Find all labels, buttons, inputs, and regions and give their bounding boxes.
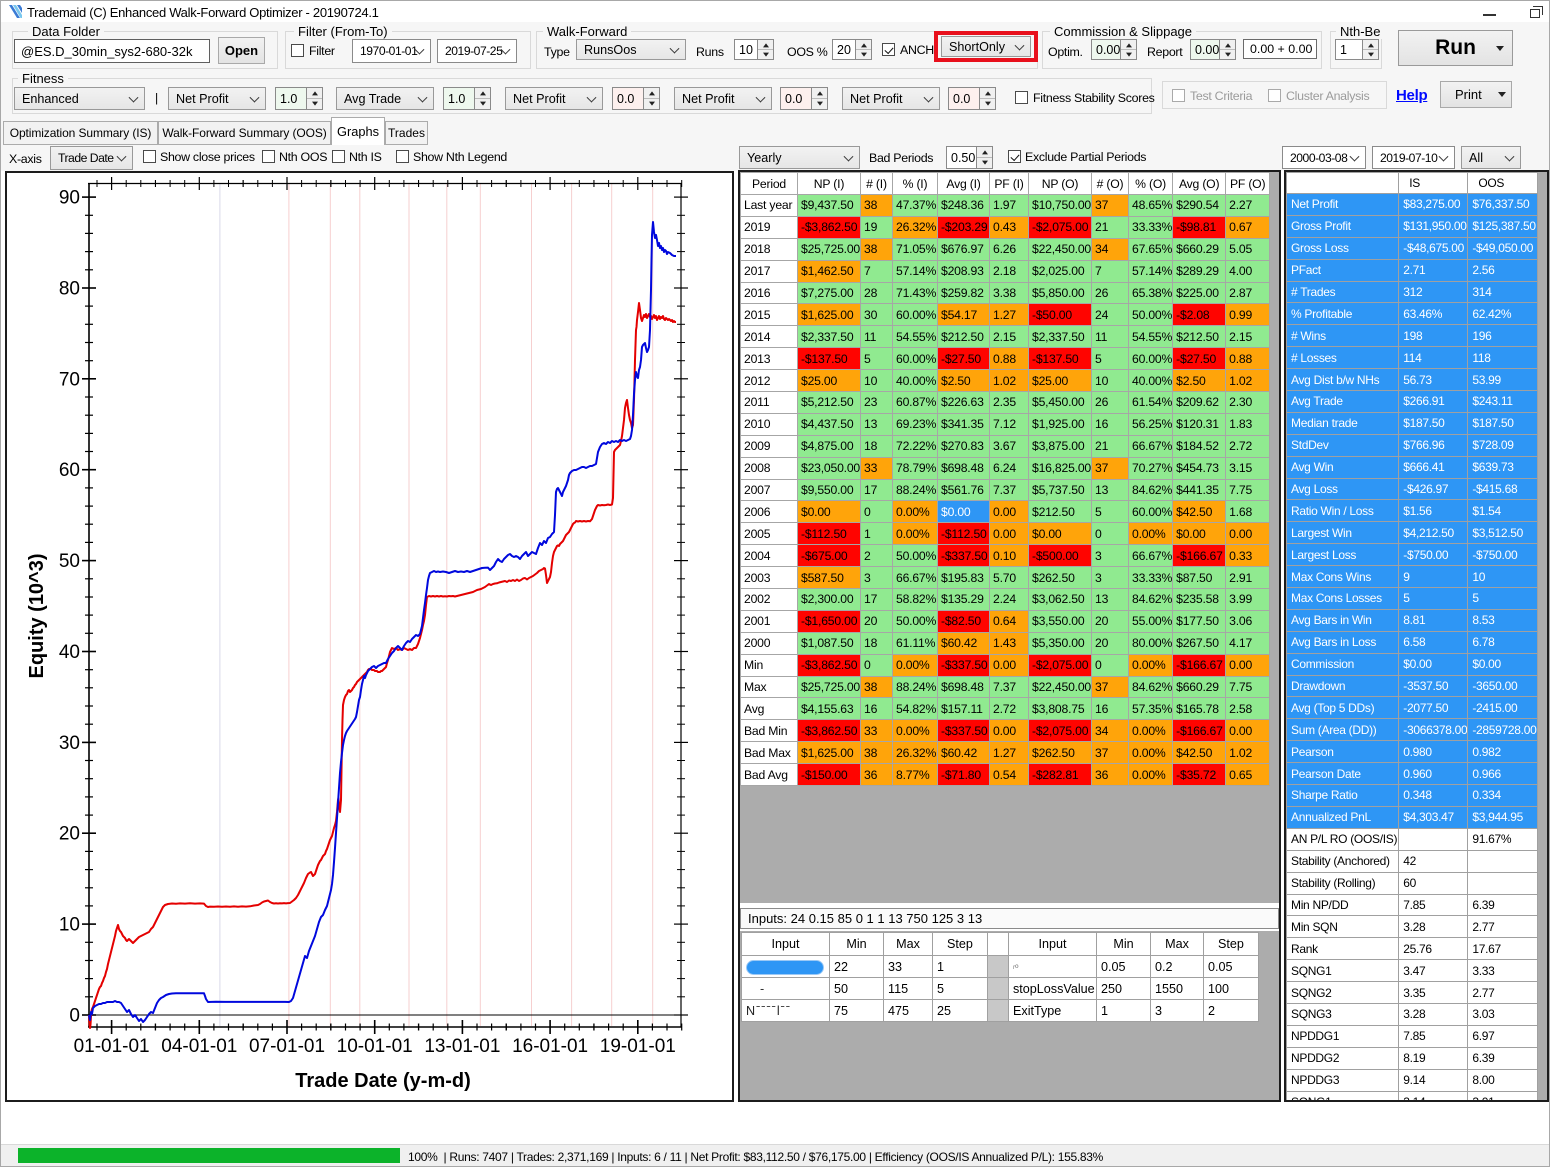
svg-text:80: 80 — [59, 279, 80, 300]
svg-text:60: 60 — [59, 460, 80, 481]
svg-text:70: 70 — [59, 369, 80, 390]
svg-text:16-01-01: 16-01-01 — [512, 1036, 588, 1057]
svg-text:90: 90 — [59, 188, 80, 209]
svg-text:50: 50 — [59, 551, 80, 572]
svg-text:04-01-01: 04-01-01 — [161, 1036, 237, 1057]
svg-text:01-01-01: 01-01-01 — [74, 1036, 150, 1057]
svg-text:30: 30 — [59, 733, 80, 754]
svg-text:10: 10 — [59, 915, 80, 936]
svg-text:13-01-01: 13-01-01 — [424, 1036, 500, 1057]
svg-text:20: 20 — [59, 824, 80, 845]
svg-text:07-01-01: 07-01-01 — [249, 1036, 325, 1057]
svg-text:40: 40 — [59, 642, 80, 663]
svg-text:0: 0 — [69, 1006, 80, 1027]
svg-text:Equity (10^3): Equity (10^3) — [26, 553, 48, 678]
svg-text:Trade Date (y-m-d): Trade Date (y-m-d) — [295, 1070, 471, 1092]
svg-text:10-01-01: 10-01-01 — [337, 1036, 413, 1057]
svg-text:19-01-01: 19-01-01 — [600, 1036, 676, 1057]
